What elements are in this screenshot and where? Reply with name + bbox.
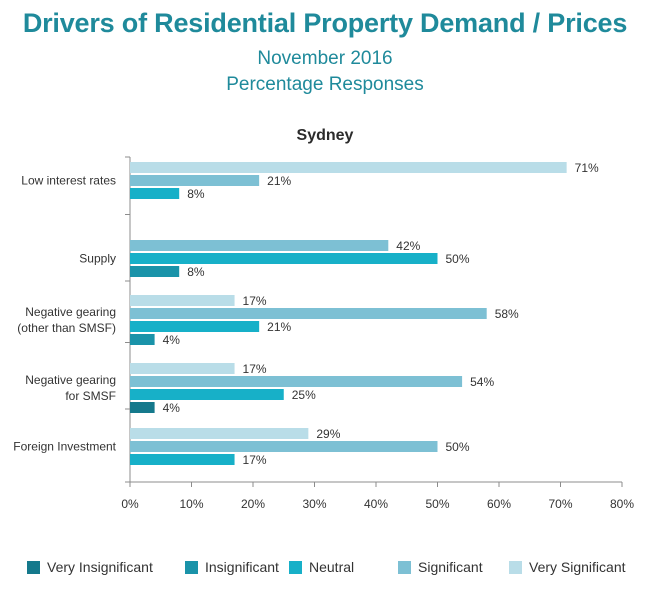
bar-value-label: 25% xyxy=(292,388,316,402)
bar-insignificant xyxy=(130,334,155,345)
page-title: Drivers of Residential Property Demand /… xyxy=(22,8,628,38)
legend-label: Very Significant xyxy=(529,559,626,575)
legend-swatch xyxy=(398,560,411,574)
legend-swatch xyxy=(289,560,302,574)
bar-significant xyxy=(130,441,438,452)
bar-value-label: 42% xyxy=(396,239,420,253)
bar-significant xyxy=(130,308,487,319)
bar-value-label: 17% xyxy=(243,294,267,308)
category-label: (other than SMSF) xyxy=(17,321,116,335)
category-label: Negative gearing xyxy=(25,305,116,319)
legend-label: Very Insignificant xyxy=(47,559,153,575)
category-label: for SMSF xyxy=(65,389,116,403)
bar-significant xyxy=(130,175,260,186)
bar-very-insignificant xyxy=(130,402,155,413)
chart-title: Sydney xyxy=(296,127,354,144)
bar-value-label: 4% xyxy=(163,401,181,415)
category-label: Low interest rates xyxy=(21,174,116,188)
category-label: Foreign Investment xyxy=(13,440,116,454)
bar-neutral xyxy=(130,253,438,264)
x-tick-label: 30% xyxy=(302,497,326,511)
bar-very-significant xyxy=(130,162,567,173)
page-subtitle-date: November 2016 xyxy=(257,48,393,69)
legend-item: Neutral xyxy=(289,557,354,577)
bar-value-label: 29% xyxy=(316,427,340,441)
legend-label: Neutral xyxy=(309,559,355,575)
bar-value-label: 58% xyxy=(495,307,519,321)
bar-neutral xyxy=(130,188,180,199)
legend-item: Very Insignificant xyxy=(27,557,153,577)
category-label: Supply xyxy=(79,252,116,266)
bar-value-label: 21% xyxy=(267,174,291,188)
bar-value-label: 21% xyxy=(267,320,291,334)
page-subtitle-units: Percentage Responses xyxy=(226,74,424,95)
legend-label: Insignificant xyxy=(205,559,279,575)
bar-neutral xyxy=(130,454,235,465)
x-tick-label: 10% xyxy=(179,497,203,511)
bar-value-label: 71% xyxy=(575,161,599,175)
x-tick-label: 40% xyxy=(364,497,388,511)
x-tick-label: 70% xyxy=(548,497,572,511)
bar-value-label: 17% xyxy=(243,453,267,467)
x-tick-label: 60% xyxy=(487,497,511,511)
legend-item: Significant xyxy=(398,557,483,577)
bar-significant xyxy=(130,240,389,251)
bar-insignificant xyxy=(130,266,180,277)
bar-value-label: 8% xyxy=(187,187,205,201)
bar-significant xyxy=(130,376,463,387)
legend-item: Insignificant xyxy=(185,557,279,577)
x-tick-label: 80% xyxy=(610,497,634,511)
x-tick-label: 0% xyxy=(121,497,139,511)
legend-swatch xyxy=(185,560,198,574)
x-tick-label: 20% xyxy=(241,497,265,511)
bar-very-significant xyxy=(130,428,309,439)
bar-value-label: 8% xyxy=(187,265,205,279)
x-tick-label: 50% xyxy=(425,497,449,511)
bar-value-label: 50% xyxy=(446,440,470,454)
legend-item: Very Significant xyxy=(509,557,626,577)
bar-very-significant xyxy=(130,295,235,306)
chart-legend: Very Insignificant Insignificant Neutral Si… xyxy=(0,557,650,577)
bar-value-label: 50% xyxy=(446,252,470,266)
bar-neutral xyxy=(130,389,284,400)
bar-value-label: 17% xyxy=(243,362,267,376)
bar-value-label: 4% xyxy=(163,333,181,347)
legend-label: Significant xyxy=(418,559,483,575)
category-label: Negative gearing xyxy=(25,373,116,387)
bar-value-label: 54% xyxy=(470,375,494,389)
bar-neutral xyxy=(130,321,260,332)
legend-swatch xyxy=(27,560,40,574)
legend-swatch xyxy=(509,560,522,574)
bar-very-significant xyxy=(130,363,235,374)
